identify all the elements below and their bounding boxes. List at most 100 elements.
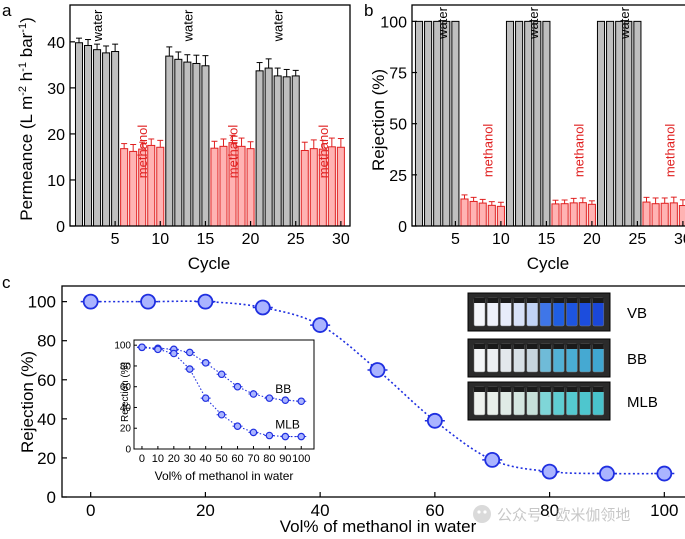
panel-b-bar-cycle-16: [551, 203, 560, 227]
inset-point-BB-100: [297, 397, 306, 406]
panel-a-bar-cycle-1: [74, 42, 84, 227]
panel-a-annotation-methanol-3: methanol: [135, 125, 150, 179]
panel-a-bar-cycle-12: [174, 58, 183, 227]
panel-b-bar-cycle-11: [505, 20, 515, 227]
vial-cap-VB-1: [474, 298, 485, 303]
inset-xtick-label-40: 40: [200, 453, 212, 465]
panel-a-bar-cycle-2: [84, 45, 93, 227]
panel-b-bar-cycle-4: [442, 20, 451, 227]
inset-point-BB-60: [233, 382, 242, 391]
panel-b-bar-cycle-12: [515, 20, 524, 227]
inset-xtick-label-90: 90: [279, 453, 291, 465]
panel-a-bar-cycle-24: [282, 76, 291, 227]
panel-a-ytick-label-20: 20: [47, 127, 65, 144]
panel-a-ytick-label-0: 0: [56, 219, 65, 236]
panel-a-annotation-methanol-5: methanol: [316, 125, 331, 179]
inset-xtick-label-0: 0: [139, 453, 145, 465]
inset-xtick-label-100: 100: [292, 453, 310, 465]
inset-xtick-label-30: 30: [184, 453, 196, 465]
watermark: 公众号 · 欧米伽领地: [473, 505, 630, 524]
panel-a-bar-cycle-4: [102, 52, 111, 227]
panel-b-bar-cycle-27: [651, 203, 660, 227]
panel-b-bar-cycle-30: [678, 205, 685, 227]
inset-xtick-label-10: 10: [152, 453, 164, 465]
wechat-icon-eye-right: [483, 510, 487, 514]
panel-a-bar-cycle-3: [93, 49, 102, 227]
panel-label-a: a: [2, 1, 12, 20]
panel-b-ytick-label-75: 75: [389, 66, 407, 83]
vial-cap-BB-7: [553, 344, 565, 349]
panel-label-b: b: [364, 1, 373, 20]
vial-cap-MLB-7: [553, 387, 565, 392]
wechat-icon-eye-left: [477, 510, 481, 514]
panel-b-bar-cycle-14: [533, 20, 542, 227]
panel-a-bar-cycle-22: [264, 67, 273, 227]
panel-b-chart: 0 25 50 75 100 5 10 15 20 25 30 water water water meth…: [380, 4, 685, 248]
vial-cap-BB-10: [592, 344, 604, 349]
vial-cap-VB-8: [566, 298, 578, 303]
vial-cap-BB-8: [566, 344, 578, 349]
panel-b-bar-cycle-29: [669, 202, 678, 227]
panel-b-ytick-label-25: 25: [389, 168, 407, 185]
panel-b-bar-cycle-21: [596, 20, 606, 227]
panel-c-point-50: [369, 362, 386, 378]
panel-a-ytick-label-40: 40: [47, 35, 65, 52]
inset-point-MLB-20: [170, 349, 178, 358]
panel-b-bar-cycle-7: [469, 200, 478, 227]
panel-b-bar-cycle-3: [433, 20, 442, 227]
panel-c-ytick-label-60: 60: [37, 371, 56, 390]
panel-a-bar-cycle-14: [192, 62, 201, 227]
panel-b-bar-cycle-22: [606, 20, 615, 227]
inset-series-label-MLB: MLB: [275, 418, 300, 432]
panel-label-c: c: [2, 273, 11, 292]
panel-c-fit-curve: [90, 300, 665, 475]
vial-cap-MLB-3: [500, 387, 512, 392]
panel-c-point-80: [541, 463, 558, 480]
vial-photos: VB BB MLB: [467, 292, 658, 421]
panel-a-annotation-water-1: water: [180, 9, 195, 42]
panel-a-bar-cycle-21: [255, 70, 264, 227]
panel-c-point-40: [312, 317, 329, 333]
inset-series-label-BB: BB: [275, 382, 291, 396]
panel-a-ytick-label-30: 30: [47, 81, 65, 98]
inset-point-BB-40: [201, 359, 210, 367]
inset-xtick-label-80: 80: [263, 453, 275, 465]
panel-a-annotation-methanol-4: methanol: [226, 125, 241, 179]
vial-cap-VB-9: [579, 298, 591, 303]
panel-b-annotation-methanol-5: methanol: [662, 124, 677, 178]
panel-c-point-20: [197, 293, 214, 310]
panel-a-bar-cycle-20: [246, 148, 255, 227]
inset-ytick-label-0: 0: [125, 445, 131, 456]
vial-cap-VB-2: [487, 298, 499, 303]
panel-a-bar-cycle-6: [120, 148, 129, 227]
panel-a-bar-cycle-15: [201, 65, 210, 227]
panel-b-bar-cycle-9: [487, 204, 496, 227]
inset-point-BB-30: [185, 348, 194, 357]
panel-b-annotation-methanol-4: methanol: [571, 124, 586, 178]
panel-a-bar-cycle-5: [111, 51, 120, 227]
panel-b-xtick-label-20: 20: [583, 231, 601, 248]
vial-cap-MLB-8: [566, 387, 578, 392]
panel-b-xtick-label-10: 10: [492, 231, 510, 248]
inset-ytick-label-40: 40: [120, 403, 132, 414]
panel-b-bar-cycle-13: [524, 20, 533, 227]
panel-b-annotation-water-1: water: [526, 6, 541, 39]
inset-plot-frame: [133, 339, 315, 450]
panel-b-bar-cycle-24: [624, 20, 633, 227]
panel-b-bar-cycle-5: [451, 20, 460, 227]
panel-b-bar-cycle-18: [569, 202, 578, 227]
panel-c-xtick-label-60: 60: [425, 501, 444, 520]
vial-cap-VB-4: [513, 298, 525, 303]
panel-b-xtick-label-30: 30: [674, 231, 685, 248]
panel-b-xtick-label-5: 5: [451, 231, 460, 248]
panel-b-xlabel: Cycle: [527, 254, 570, 273]
inset-ytick-label-80: 80: [120, 361, 132, 372]
panel-b-annotation-methanol-3: methanol: [480, 124, 495, 178]
panel-a-bar-cycle-26: [300, 149, 309, 227]
panel-b-ytick-label-50: 50: [389, 117, 407, 134]
inset-xtick-label-70: 70: [247, 453, 259, 465]
inset-point-MLB-60: [233, 422, 242, 430]
vial-cap-MLB-10: [592, 387, 604, 392]
panel-a-annotation-water-2: water: [271, 9, 286, 42]
